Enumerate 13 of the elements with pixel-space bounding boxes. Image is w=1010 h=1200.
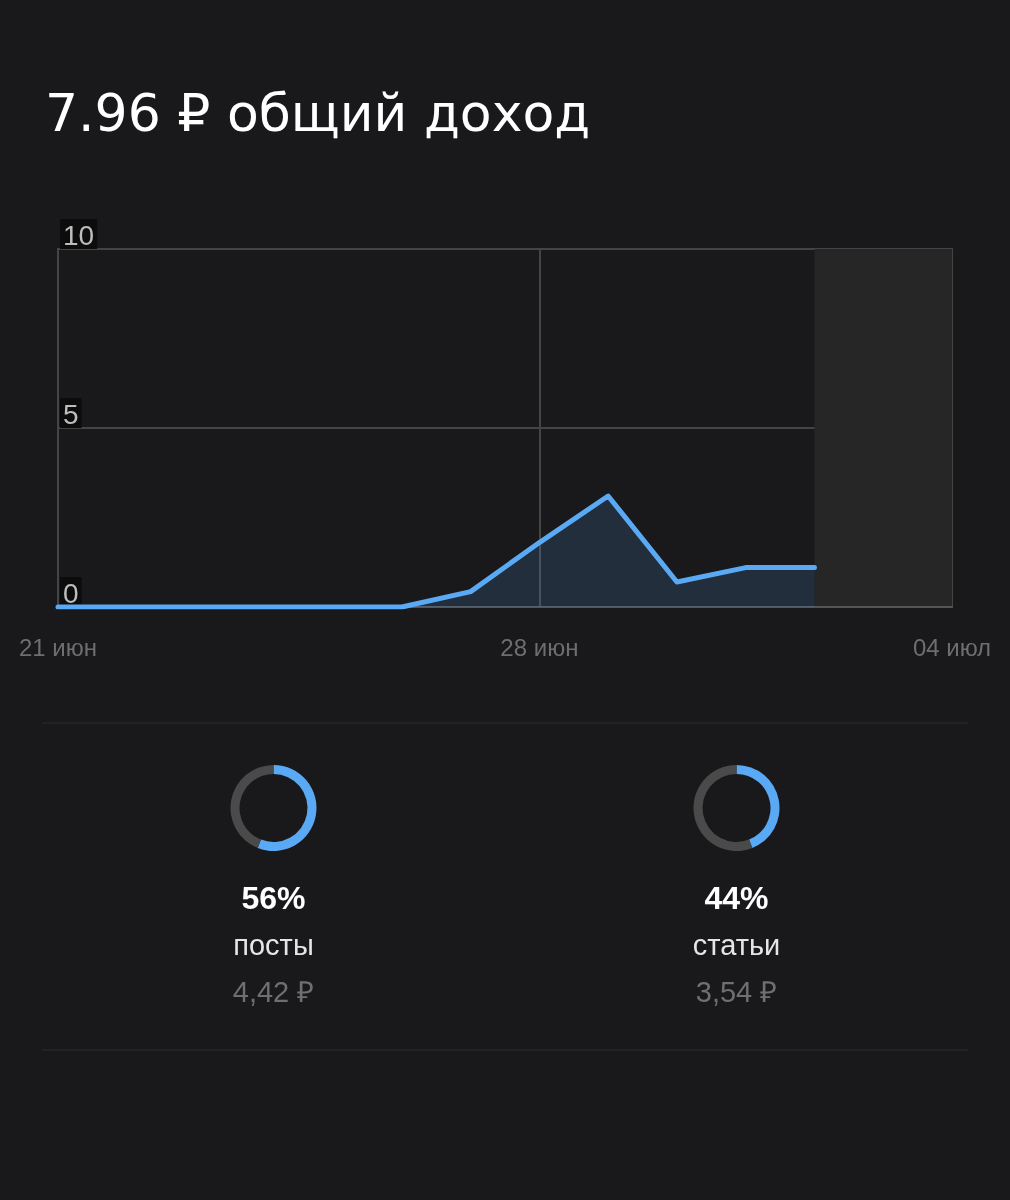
data-label: 56% — [241, 880, 306, 916]
text: 3,54 ₽ — [695, 975, 778, 1008]
x-tick-label: 28 июн — [500, 633, 579, 661]
x-tick-label: 04 июл — [912, 633, 992, 661]
y-tick-label: 5 — [63, 398, 79, 430]
x-tick-label: 21 июн — [18, 633, 98, 661]
text: 4,42 ₽ — [232, 975, 315, 1008]
y-tick-label: 0 — [63, 577, 79, 609]
y-tick-label: 10 — [63, 219, 95, 251]
chart-title: 7.96 ₽ общий доход — [45, 83, 591, 143]
data-label: 44% — [704, 880, 769, 916]
slice-label: статьи — [692, 928, 781, 961]
slice-label: посты — [233, 928, 314, 961]
